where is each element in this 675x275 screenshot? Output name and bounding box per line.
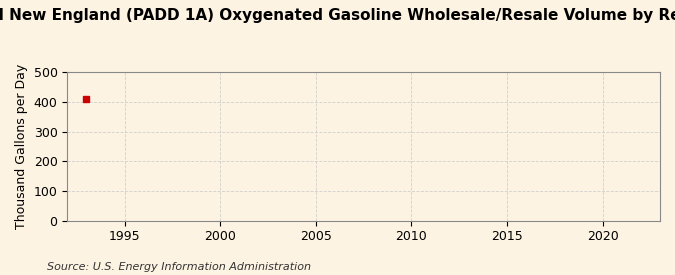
Text: Annual New England (PADD 1A) Oxygenated Gasoline Wholesale/Resale Volume by Refi: Annual New England (PADD 1A) Oxygenated … [0, 8, 675, 23]
Y-axis label: Thousand Gallons per Day: Thousand Gallons per Day [15, 64, 28, 229]
Text: Source: U.S. Energy Information Administration: Source: U.S. Energy Information Administ… [47, 262, 311, 271]
